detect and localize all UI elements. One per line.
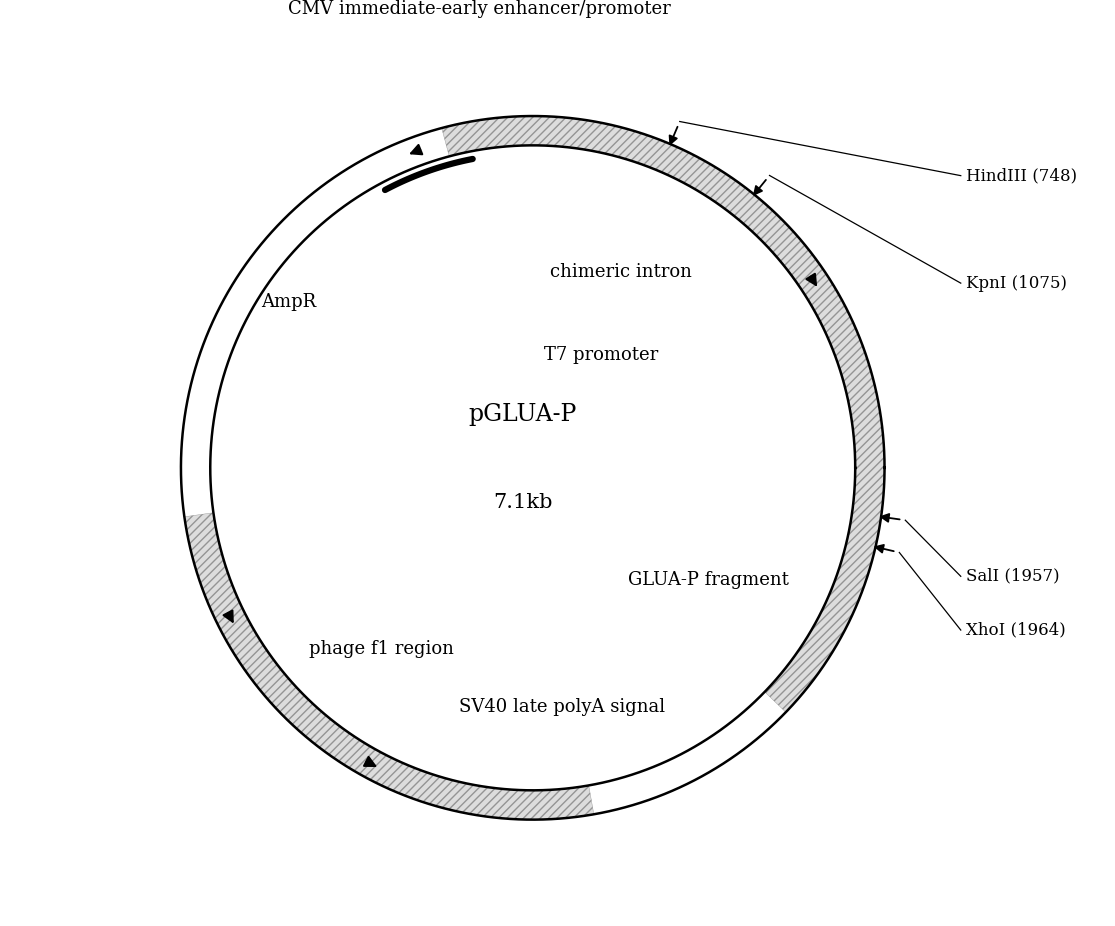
Text: SalI (1957): SalI (1957) <box>966 568 1059 585</box>
Polygon shape <box>442 116 884 712</box>
Text: XhoI (1964): XhoI (1964) <box>966 621 1066 639</box>
Text: KpnI (1075): KpnI (1075) <box>966 275 1067 292</box>
Text: chimeric intron: chimeric intron <box>550 263 691 282</box>
Text: T7 promoter: T7 promoter <box>544 346 658 365</box>
Text: SV40 late polyA signal: SV40 late polyA signal <box>459 698 666 716</box>
Text: HindIII (748): HindIII (748) <box>966 168 1077 184</box>
Circle shape <box>176 111 890 824</box>
Text: phage f1 region: phage f1 region <box>309 640 454 657</box>
Polygon shape <box>184 513 594 820</box>
Text: AmpR: AmpR <box>261 293 316 311</box>
Text: 7.1kb: 7.1kb <box>493 493 553 511</box>
Text: CMV immediate-early enhancer/promoter: CMV immediate-early enhancer/promoter <box>288 0 670 18</box>
Text: pGLUA-P: pGLUA-P <box>468 403 578 426</box>
Text: GLUA-P fragment: GLUA-P fragment <box>628 571 789 589</box>
